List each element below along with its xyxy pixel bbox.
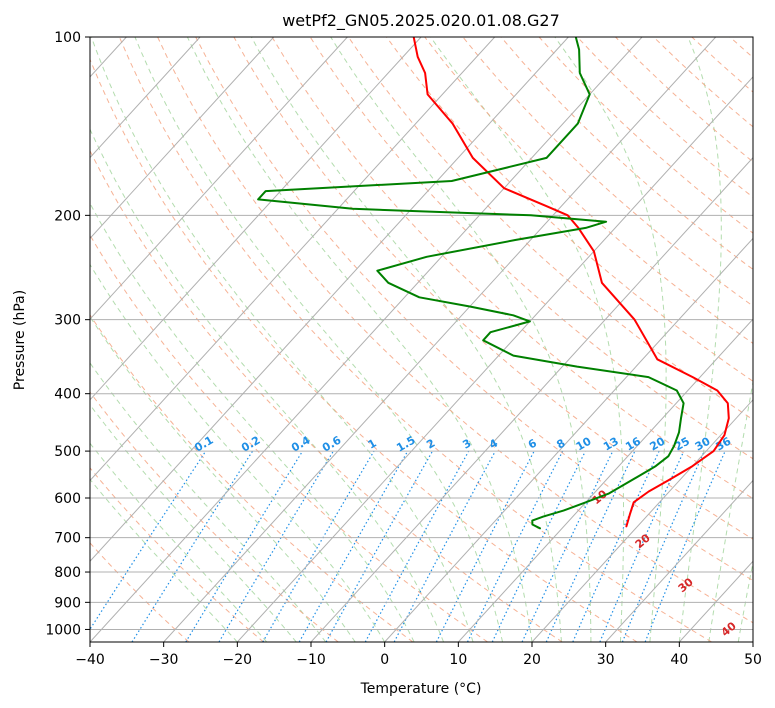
mixing-ratio-line xyxy=(599,450,685,642)
x-tick-label: −40 xyxy=(75,652,105,668)
profile-series xyxy=(257,37,730,530)
series-line-1 xyxy=(412,37,730,528)
isotherm-line xyxy=(90,37,643,642)
x-tick-label: −20 xyxy=(223,652,253,668)
y-axis: 100 200 300 400 500 600 700 800 900 1000 xyxy=(45,30,90,638)
moist-adiabats xyxy=(90,37,753,642)
moist-adiabat-line xyxy=(90,442,268,642)
dry-adiabat-line xyxy=(347,37,753,421)
isotherms xyxy=(90,37,753,642)
x-tick-label: 50 xyxy=(744,652,762,668)
y-tick-label: 400 xyxy=(54,387,81,403)
y-tick-label: 300 xyxy=(54,313,81,329)
series-line-2 xyxy=(257,37,685,530)
y-tick-label: 700 xyxy=(54,531,81,547)
isotherm-line xyxy=(457,318,753,642)
x-tick-label: −10 xyxy=(296,652,326,668)
moist-adiabat-line xyxy=(90,315,356,642)
moist-adiabat-line xyxy=(90,362,327,642)
isotherm-line xyxy=(384,237,753,642)
y-tick-label: 100 xyxy=(54,30,81,46)
mixing-ratio-line xyxy=(185,450,304,642)
mixing-ratio-line xyxy=(364,450,470,642)
y-tick-label: 600 xyxy=(54,491,81,507)
chart-title: wetPf2_GN05.2025.020.01.08.G27 xyxy=(282,11,560,31)
dry-adiabat-line xyxy=(90,149,563,642)
isotherm-line xyxy=(605,479,753,642)
dry-adiabat-line xyxy=(90,234,488,642)
dry-adiabat-line xyxy=(462,37,753,307)
dry-adiabat-line xyxy=(386,37,753,382)
mixing-ratio-line xyxy=(325,450,434,642)
x-tick-label: 0 xyxy=(380,652,389,668)
moist-adiabat-line xyxy=(330,37,592,642)
dry-adiabats xyxy=(90,37,753,642)
plot-frame xyxy=(89,36,754,643)
moist-adiabat-line xyxy=(90,128,445,642)
x-tick-label: −30 xyxy=(149,652,179,668)
isotherm-line xyxy=(90,37,422,401)
isotherm-line xyxy=(90,37,201,159)
moist-adiabat-line xyxy=(250,37,562,642)
mixing-ratio-line xyxy=(131,450,254,642)
moist-adiabat-line xyxy=(90,263,386,642)
moist-adiabat-line xyxy=(90,478,238,642)
x-tick-label: 30 xyxy=(597,652,615,668)
moist-adiabat-line xyxy=(430,37,625,642)
dry-adiabat-line xyxy=(271,37,753,500)
isotherm-line xyxy=(90,37,569,563)
isobars xyxy=(90,214,753,630)
x-axis: −40 −30 −20 −10 0 10 20 30 40 50 xyxy=(75,642,762,668)
isotherm-line xyxy=(90,37,348,320)
isotherm-line xyxy=(163,37,717,642)
x-tick-label: 10 xyxy=(449,652,467,668)
mixing-ratio-lines xyxy=(90,450,726,642)
mixing-ratio-line xyxy=(393,450,496,642)
mixing-ratio-line xyxy=(466,450,564,642)
isotherm-line xyxy=(90,37,496,482)
moist-adiabat-line xyxy=(90,403,297,642)
isotherm-line xyxy=(310,156,753,642)
y-tick-label: 900 xyxy=(54,595,81,611)
x-axis-label: Temperature (°C) xyxy=(360,681,482,697)
isotherm-line xyxy=(90,37,275,240)
y-tick-label: 800 xyxy=(54,565,81,581)
x-tick-label: 20 xyxy=(523,652,541,668)
y-tick-label: 200 xyxy=(54,208,81,224)
moist-adiabat-line xyxy=(134,37,503,642)
y-axis-label: Pressure (hPa) xyxy=(12,290,28,390)
isotherm-line xyxy=(236,76,753,642)
moist-adiabat-line xyxy=(90,37,474,642)
mixing-ratio-line xyxy=(572,450,660,642)
mixing-ratio-line xyxy=(90,450,207,631)
dry-adiabat-line xyxy=(195,37,753,582)
dry-adiabat-line xyxy=(157,37,753,624)
mixing-ratio-line xyxy=(621,450,705,642)
moist-adiabat-line xyxy=(554,37,667,642)
isotherm-line xyxy=(531,399,753,642)
y-tick-label: 1000 xyxy=(45,622,81,638)
plot-area: 0.10.20.40.611.52346810131620253036-100-… xyxy=(90,37,753,642)
x-tick-label: 40 xyxy=(670,652,688,668)
dry-adiabat-line xyxy=(90,467,264,642)
y-tick-label: 500 xyxy=(54,444,81,460)
